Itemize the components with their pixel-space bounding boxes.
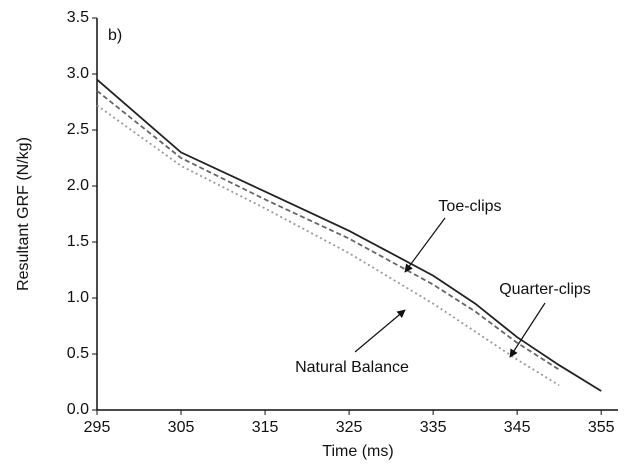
x-tick-label: 305 [168,419,195,436]
x-tick-label: 335 [420,419,447,436]
series-line [96,90,560,371]
y-tick-label: 3.0 [67,65,89,82]
y-tick-label: 2.5 [67,121,89,138]
y-tick-label: 3.5 [67,9,89,26]
series-label: Natural Balance [295,359,409,376]
x-tick-label: 355 [588,419,615,436]
series-line [96,104,560,387]
x-tick-label: 345 [504,419,531,436]
y-tick-label: 1.0 [67,289,89,306]
y-tick-label: 2.0 [67,177,89,194]
y-axis-title: Resultant GRF (N/kg) [15,137,32,291]
annotation-arrow [354,309,406,353]
x-tick-label: 325 [336,419,363,436]
x-axis-title: Time (ms) [322,443,393,460]
series-label: Toe-clips [438,198,501,215]
x-tick-label: 315 [252,419,279,436]
y-tick-label: 1.5 [67,233,89,250]
annotation-arrow [509,302,546,358]
panel-label: b) [108,27,122,44]
y-tick-label: 0.0 [67,401,89,418]
series-line [96,78,602,392]
x-tick-label: 295 [84,419,111,436]
y-tick-label: 0.5 [67,345,89,362]
series-label: Quarter-clips [499,281,591,298]
annotation-arrow [404,217,446,273]
